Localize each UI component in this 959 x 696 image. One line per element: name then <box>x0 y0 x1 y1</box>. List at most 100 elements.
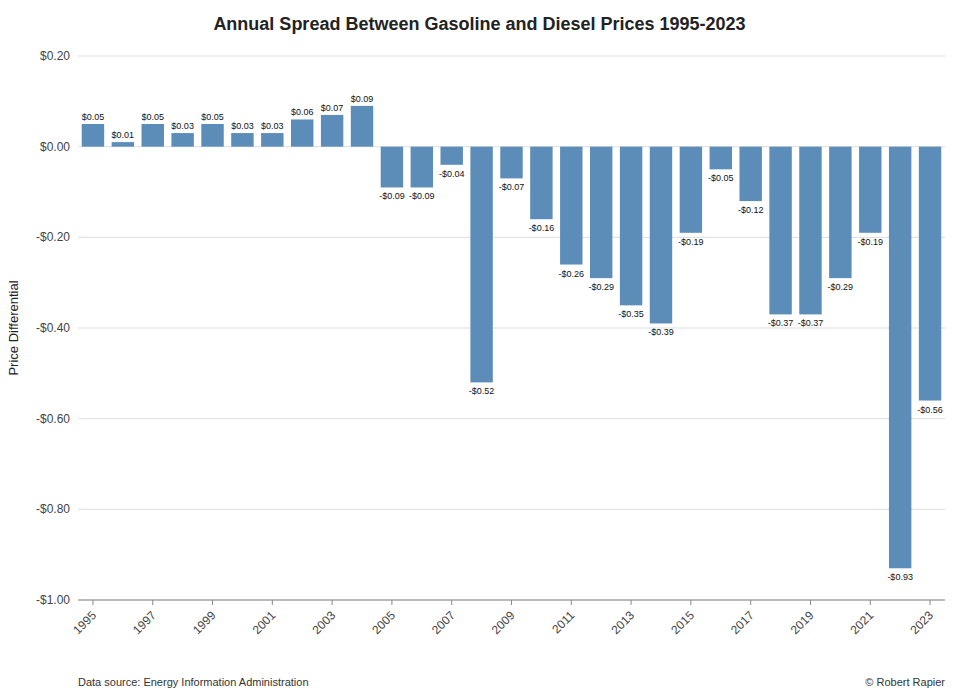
x-tick <box>272 600 273 605</box>
data-label: -$0.39 <box>648 327 674 337</box>
bar <box>381 147 403 188</box>
x-tick <box>930 600 931 605</box>
data-label: -$0.29 <box>588 282 614 292</box>
x-tick <box>690 600 691 605</box>
x-tick <box>391 600 392 605</box>
x-tick-label: 2003 <box>309 608 338 637</box>
bar <box>560 147 582 265</box>
bar <box>201 124 223 147</box>
x-tick-label: 2019 <box>788 608 817 637</box>
bar <box>680 147 702 233</box>
chart: Annual Spread Between Gasoline and Diese… <box>0 0 959 696</box>
x-tick <box>810 600 811 605</box>
data-label: $0.06 <box>291 107 314 117</box>
bar <box>799 147 821 315</box>
y-tick-label: -$0.20 <box>36 230 70 244</box>
bar <box>142 124 164 147</box>
data-label: $0.01 <box>112 130 135 140</box>
data-label: -$0.35 <box>618 309 644 319</box>
data-label: -$0.37 <box>768 318 794 328</box>
data-label: -$0.16 <box>529 223 555 233</box>
x-tick-label: 1997 <box>130 608 159 637</box>
bar <box>650 147 672 324</box>
bar <box>261 133 283 147</box>
y-tick-label: $0.20 <box>40 49 70 63</box>
data-label: -$0.09 <box>409 191 435 201</box>
bar <box>411 147 433 188</box>
data-label: $0.05 <box>141 112 164 122</box>
data-label: -$0.12 <box>738 205 764 215</box>
data-label: $0.03 <box>261 121 284 131</box>
title: Annual Spread Between Gasoline and Diese… <box>213 14 745 34</box>
data-label: $0.03 <box>231 121 254 131</box>
grid-line <box>78 418 945 419</box>
bar <box>590 147 612 278</box>
grid-line <box>78 56 945 57</box>
data-label: -$0.56 <box>917 405 943 415</box>
x-tick-label: 2001 <box>250 608 279 637</box>
bar <box>739 147 761 201</box>
x-tick <box>332 600 333 605</box>
x-tick-label: 2015 <box>668 608 697 637</box>
x-tick <box>92 600 93 605</box>
bar <box>231 133 253 147</box>
y-axis-label: Price Differential <box>6 280 21 375</box>
x-tick <box>631 600 632 605</box>
x-tick <box>511 600 512 605</box>
data-label: -$0.07 <box>499 182 525 192</box>
bar <box>530 147 552 220</box>
x-tick <box>212 600 213 605</box>
annotation: Data source: Energy Information Administ… <box>78 676 309 688</box>
data-label: -$0.26 <box>559 269 585 279</box>
x-tick-label: 2005 <box>369 608 398 637</box>
data-label: -$0.93 <box>887 572 913 582</box>
data-label: -$0.19 <box>857 237 883 247</box>
y-tick-label: $0.00 <box>40 140 70 154</box>
x-tick-label: 2007 <box>429 608 458 637</box>
bar <box>500 147 522 179</box>
bar <box>620 147 642 306</box>
y-tick-label: -$0.60 <box>36 412 70 426</box>
data-label: $0.07 <box>321 103 344 113</box>
bar <box>919 147 941 401</box>
bar <box>351 106 373 147</box>
data-label: $0.05 <box>82 112 105 122</box>
data-label: $0.09 <box>351 94 374 104</box>
bar <box>829 147 851 278</box>
y-tick-label: -$0.80 <box>36 502 70 516</box>
data-label: -$0.52 <box>469 386 495 396</box>
y-tick-label: -$1.00 <box>36 593 70 607</box>
data-label: $0.05 <box>201 112 224 122</box>
x-tick-label: 1995 <box>70 608 99 637</box>
bar <box>112 142 134 147</box>
x-tick-label: 2011 <box>549 608 577 636</box>
bar <box>769 147 791 315</box>
grid <box>78 56 945 600</box>
data-label: $0.03 <box>171 121 194 131</box>
annotation: © Robert Rapier <box>865 676 945 688</box>
x-tick-label: 2013 <box>608 608 637 637</box>
x-tick-label: 2021 <box>848 608 877 637</box>
data-label: -$0.09 <box>379 191 405 201</box>
x-tick <box>152 600 153 605</box>
bar <box>321 115 343 147</box>
data-label: -$0.37 <box>798 318 824 328</box>
bar <box>171 133 193 147</box>
x-tick-label: 2023 <box>907 608 936 637</box>
data-label: -$0.04 <box>439 169 465 179</box>
bar <box>82 124 104 147</box>
data-label: -$0.19 <box>678 237 704 247</box>
x-tick <box>750 600 751 605</box>
grid-line <box>78 509 945 510</box>
x-tick-label: 2017 <box>728 608 757 637</box>
data-label: -$0.05 <box>708 173 734 183</box>
x-tick <box>451 600 452 605</box>
bar <box>889 147 911 569</box>
page: {"chart_data": { "type": "bar", "title":… <box>0 0 959 696</box>
x-tick-label: 2009 <box>489 608 518 637</box>
bar <box>440 147 462 165</box>
x-tick <box>571 600 572 605</box>
bar <box>710 147 732 170</box>
bar <box>470 147 492 383</box>
bar <box>859 147 881 233</box>
